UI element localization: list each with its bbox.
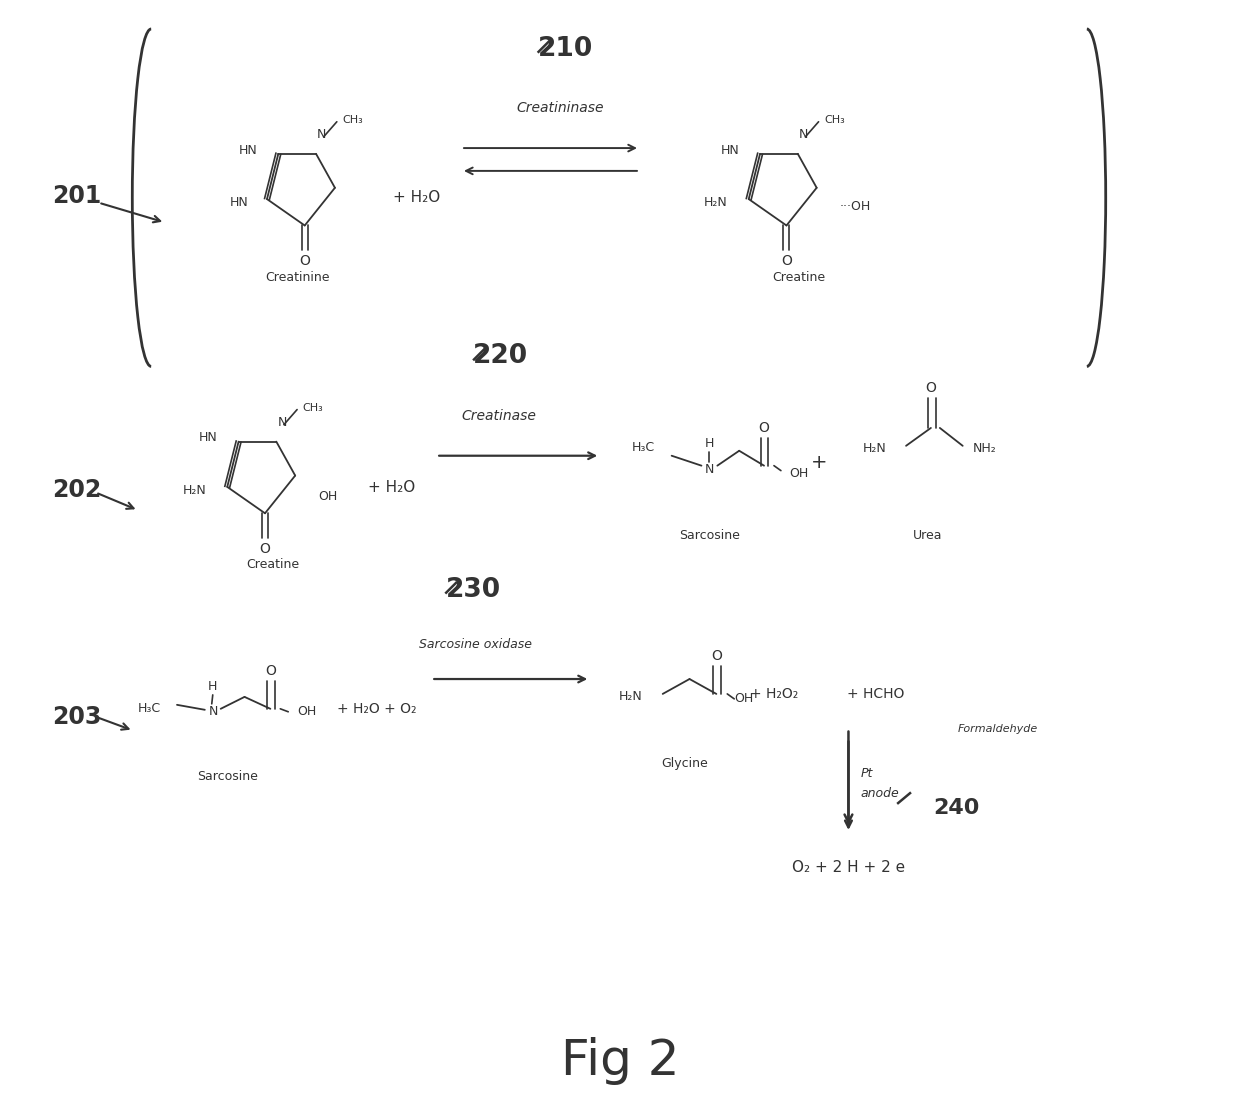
Text: O₂ + 2 H + 2 e: O₂ + 2 H + 2 e [792,860,905,875]
Text: anode: anode [861,787,899,800]
Text: + H₂O₂: + H₂O₂ [750,687,799,701]
Text: Sarcosine: Sarcosine [680,529,740,541]
Text: OH: OH [734,692,754,705]
Text: 201: 201 [52,184,102,207]
Text: 220: 220 [474,344,528,369]
Text: N: N [704,463,714,476]
Text: Creatine: Creatine [773,271,826,283]
Text: H: H [704,437,714,451]
Text: Glycine: Glycine [661,757,708,770]
Text: + HCHO: + HCHO [847,687,904,701]
Text: ···OH: ···OH [839,201,870,213]
Text: +: + [811,453,827,472]
Text: + H₂O + O₂: + H₂O + O₂ [337,702,417,716]
Text: CH₃: CH₃ [825,115,844,125]
Text: Creatinine: Creatinine [265,271,330,283]
Text: Sarcosine: Sarcosine [197,770,258,782]
Text: HN: HN [720,143,739,156]
Text: 230: 230 [445,576,501,603]
Text: Pt: Pt [861,767,873,780]
Text: 210: 210 [538,36,593,62]
Text: O: O [259,542,270,557]
Text: OH: OH [789,467,808,480]
Text: Urea: Urea [913,529,942,541]
Text: CH₃: CH₃ [303,402,324,412]
Text: 240: 240 [932,798,980,818]
Text: Creatininase: Creatininase [517,101,604,116]
Text: N: N [317,129,326,141]
Text: Creatine: Creatine [246,559,299,572]
Text: H₂N: H₂N [704,196,728,209]
Text: H₂N: H₂N [863,442,887,455]
Text: Sarcosine oxidase: Sarcosine oxidase [419,638,532,651]
Text: N: N [799,129,808,141]
Text: H₂N: H₂N [182,484,207,497]
Text: NH₂: NH₂ [972,442,997,455]
Text: CH₃: CH₃ [342,115,363,125]
Text: 203: 203 [52,705,102,728]
Text: H₃C: H₃C [631,441,655,454]
Text: O: O [299,255,310,268]
Text: O: O [711,649,722,663]
Text: 202: 202 [52,478,102,503]
Text: OH: OH [317,489,337,503]
Text: O: O [265,665,275,678]
Text: N: N [210,705,218,719]
Text: HN: HN [200,431,218,444]
Text: HN: HN [239,143,258,156]
Text: + H₂O: + H₂O [368,480,415,495]
Text: H₃C: H₃C [138,702,161,715]
Text: + H₂O: + H₂O [393,191,440,205]
Text: N: N [278,417,286,430]
Text: OH: OH [298,705,316,719]
Text: H₂N: H₂N [619,690,642,703]
Text: Creatinase: Creatinase [461,409,536,423]
Text: O: O [781,255,792,268]
Text: H: H [208,680,217,693]
Text: Formaldehyde: Formaldehyde [957,724,1038,734]
Text: HN: HN [229,196,248,209]
Text: O: O [925,381,936,396]
Text: Fig 2: Fig 2 [560,1037,680,1085]
Text: O: O [759,421,770,435]
